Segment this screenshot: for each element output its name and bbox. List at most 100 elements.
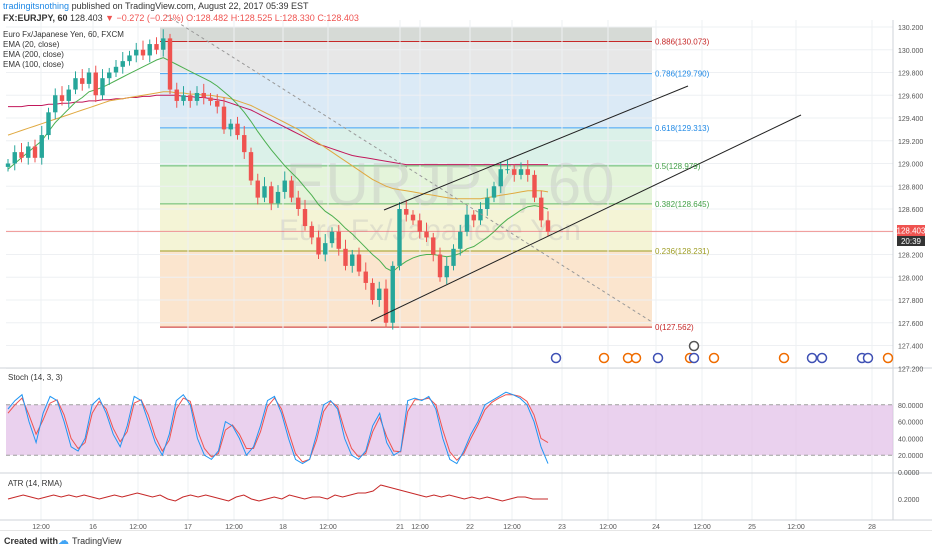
candle-body[interactable] xyxy=(39,135,44,158)
candle-body[interactable] xyxy=(107,72,112,79)
channel-upper-line[interactable] xyxy=(383,85,689,211)
candle-body[interactable] xyxy=(215,100,220,107)
legend-ema200[interactable]: EMA (200, close) xyxy=(3,50,64,59)
candle-body[interactable] xyxy=(397,209,402,266)
candle-body[interactable] xyxy=(478,209,483,221)
candle-body[interactable] xyxy=(505,169,510,171)
candle-body[interactable] xyxy=(59,95,65,101)
calendar-event-icon[interactable] xyxy=(550,352,562,364)
candle-body[interactable] xyxy=(363,271,368,283)
candle-body[interactable] xyxy=(356,254,362,272)
fibonacci-retracement[interactable] xyxy=(160,27,652,328)
candle-body[interactable] xyxy=(471,214,476,221)
candle-body[interactable] xyxy=(464,214,470,232)
candle-body[interactable] xyxy=(32,146,38,158)
candle-body[interactable] xyxy=(491,186,497,198)
candle-body[interactable] xyxy=(350,254,355,266)
candle-body[interactable] xyxy=(161,38,166,50)
candle-body[interactable] xyxy=(390,265,395,323)
candle-body[interactable] xyxy=(134,49,139,56)
dividend-event-icon[interactable] xyxy=(688,340,700,352)
candle-body[interactable] xyxy=(498,169,503,187)
calendar-event-icon[interactable] xyxy=(688,352,700,364)
calendar-event-icon[interactable] xyxy=(816,352,828,364)
calendar-event-icon[interactable] xyxy=(708,352,720,364)
atr-pane[interactable]: ATR (14, RMA) xyxy=(7,479,548,502)
candles[interactable] xyxy=(5,29,551,330)
candle-body[interactable] xyxy=(194,92,200,101)
time-axis[interactable]: 12:00 16 12:00 17 12:00 18 12:00 21 12:00 22 12:00… xyxy=(32,524,876,531)
candle-body[interactable] xyxy=(73,78,78,90)
candle-body[interactable] xyxy=(12,152,17,164)
candle-body[interactable] xyxy=(228,123,233,130)
candle-body[interactable] xyxy=(269,186,274,204)
candle-body[interactable] xyxy=(377,288,382,300)
candle-body[interactable] xyxy=(383,288,389,323)
calendar-event-icon[interactable] xyxy=(862,352,874,364)
calendar-event-icon[interactable] xyxy=(806,352,818,364)
candle-body[interactable] xyxy=(424,231,429,238)
candle-body[interactable] xyxy=(289,180,294,198)
candle-body[interactable] xyxy=(275,191,281,204)
candle-body[interactable] xyxy=(410,214,416,221)
candle-body[interactable] xyxy=(120,61,125,67)
candle-body[interactable] xyxy=(235,123,240,136)
candle-body[interactable] xyxy=(46,112,51,136)
candle-body[interactable] xyxy=(545,220,551,232)
candle-body[interactable] xyxy=(437,254,443,278)
calendar-event-icon[interactable] xyxy=(652,352,664,364)
candle-body[interactable] xyxy=(282,180,287,192)
candle-body[interactable] xyxy=(532,174,537,198)
calendar-event-icon[interactable] xyxy=(882,352,894,364)
candle-body[interactable] xyxy=(417,220,422,232)
candle-body[interactable] xyxy=(525,169,530,175)
candle-body[interactable] xyxy=(336,231,341,249)
candle-body[interactable] xyxy=(431,237,436,255)
tradingview-brand[interactable]: TradingView xyxy=(72,536,122,546)
candle-body[interactable] xyxy=(444,265,449,278)
candle-body[interactable] xyxy=(329,231,335,244)
candle-body[interactable] xyxy=(370,282,375,300)
candle-body[interactable] xyxy=(296,197,301,209)
event-markers[interactable] xyxy=(550,340,894,364)
legend-series-name[interactable]: Euro Fx/Japanese Yen, 60, FXCM xyxy=(3,30,124,39)
candle-body[interactable] xyxy=(86,72,92,84)
candle-body[interactable] xyxy=(309,226,314,238)
candle-body[interactable] xyxy=(113,66,119,73)
candle-body[interactable] xyxy=(248,152,254,181)
candle-body[interactable] xyxy=(512,169,517,175)
candle-body[interactable] xyxy=(140,49,146,56)
candle-body[interactable] xyxy=(174,89,179,101)
price-axis[interactable]: 130.200 130.000 129.800 129.600 129.400 129.2… xyxy=(898,25,923,504)
candle-body[interactable] xyxy=(242,135,247,153)
candle-body[interactable] xyxy=(208,97,213,101)
candle-body[interactable] xyxy=(323,243,328,255)
candle-body[interactable] xyxy=(181,95,186,101)
candle-body[interactable] xyxy=(518,169,524,175)
legend-ema20[interactable]: EMA (20, close) xyxy=(3,40,60,49)
candle-body[interactable] xyxy=(539,197,544,221)
candle-body[interactable] xyxy=(485,197,490,209)
candle-body[interactable] xyxy=(127,55,132,62)
publisher-link[interactable]: tradingitsnothing xyxy=(3,1,70,11)
channel-lower-line[interactable] xyxy=(370,114,802,322)
calendar-event-icon[interactable] xyxy=(598,352,610,364)
trend-channel[interactable] xyxy=(165,14,802,323)
candle-body[interactable] xyxy=(26,146,31,158)
candle-body[interactable] xyxy=(316,237,321,255)
candle-body[interactable] xyxy=(451,248,456,266)
candle-body[interactable] xyxy=(167,38,173,90)
candle-body[interactable] xyxy=(255,180,260,198)
candle-body[interactable] xyxy=(302,209,308,227)
candle-body[interactable] xyxy=(66,89,71,101)
candle-body[interactable] xyxy=(262,186,267,198)
candle-body[interactable] xyxy=(188,95,193,101)
candle-body[interactable] xyxy=(80,78,85,84)
candle-body[interactable] xyxy=(19,152,24,158)
candle-body[interactable] xyxy=(221,106,227,130)
stochastic-pane[interactable]: Stoch (14, 3, 3) xyxy=(6,373,893,465)
candle-body[interactable] xyxy=(93,72,98,96)
candle-body[interactable] xyxy=(147,44,152,56)
calendar-event-icon[interactable] xyxy=(630,352,642,364)
